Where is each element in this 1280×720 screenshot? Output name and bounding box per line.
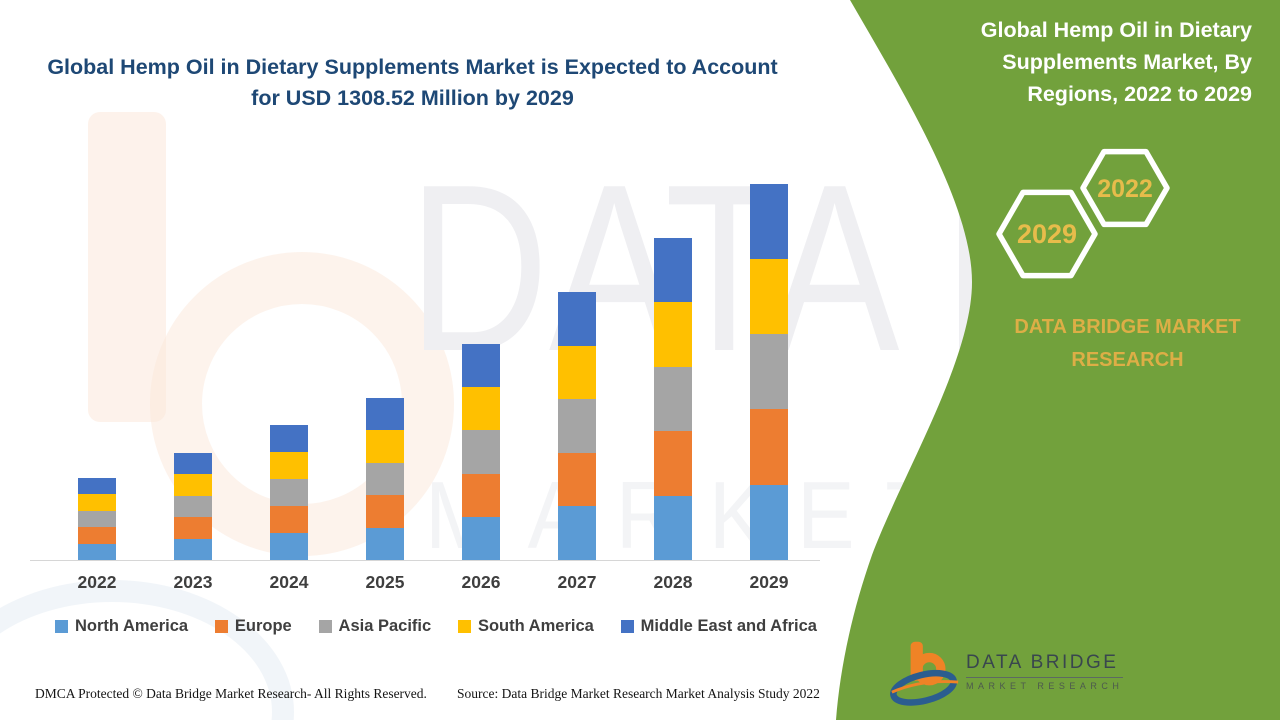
segment-middle-east-and-africa-2024 bbox=[270, 424, 308, 452]
bar-column-2029 bbox=[721, 160, 817, 560]
year-hexagons: 2029 2022 bbox=[996, 148, 1170, 279]
brand-name-gold: DATA BRIDGE MARKET RESEARCH bbox=[1014, 316, 1241, 371]
legend-swatch-icon bbox=[214, 620, 228, 633]
legend-swatch-icon bbox=[55, 620, 68, 633]
segment-asia-pacific-2025 bbox=[366, 462, 404, 496]
segment-south-america-2026 bbox=[462, 387, 500, 431]
legend-label: South America bbox=[477, 617, 594, 635]
segment-south-america-2028 bbox=[654, 302, 692, 367]
segment-middle-east-and-africa-2027 bbox=[558, 292, 596, 346]
logo-name-text: DATA BRIDGE bbox=[966, 652, 1124, 678]
page-title: Global Hemp Oil in Dietary Supplements M… bbox=[47, 55, 778, 110]
segment-south-america-2029 bbox=[750, 258, 788, 335]
segment-asia-pacific-2028 bbox=[654, 366, 692, 432]
segment-north-america-2029 bbox=[750, 484, 788, 560]
bar-column-2028 bbox=[625, 160, 721, 560]
segment-north-america-2022 bbox=[78, 543, 116, 560]
segment-europe-2028 bbox=[654, 431, 692, 496]
databridge-logo-icon bbox=[890, 641, 959, 706]
legend-label: North America bbox=[75, 617, 189, 635]
segment-south-america-2022 bbox=[78, 494, 116, 511]
segment-middle-east-and-africa-2028 bbox=[654, 238, 692, 303]
segment-north-america-2027 bbox=[558, 506, 596, 560]
dmca-notice: DMCA Protected © Data Bridge Market Rese… bbox=[35, 686, 427, 701]
x-axis-label-2027: 2027 bbox=[557, 572, 597, 592]
segment-europe-2026 bbox=[462, 473, 500, 517]
segment-europe-2029 bbox=[750, 409, 788, 485]
panel-title: Global Hemp Oil in Dietary Supplements M… bbox=[980, 18, 1252, 106]
segment-asia-pacific-2027 bbox=[558, 399, 596, 453]
segment-north-america-2026 bbox=[462, 516, 500, 560]
x-axis-label-2026: 2026 bbox=[461, 572, 501, 592]
segment-south-america-2027 bbox=[558, 345, 596, 400]
segment-asia-pacific-2029 bbox=[750, 334, 788, 410]
segment-middle-east-and-africa-2022 bbox=[78, 478, 116, 495]
x-axis-line bbox=[30, 560, 820, 561]
bar-column-2026 bbox=[433, 160, 529, 560]
databridge-logo: DATA BRIDGE MARKET RESEARCH bbox=[888, 634, 1124, 709]
legend-label: Asia Pacific bbox=[338, 617, 432, 635]
bar-column-2022 bbox=[49, 160, 145, 560]
segment-south-america-2024 bbox=[270, 451, 308, 479]
x-axis-label-2025: 2025 bbox=[365, 572, 405, 592]
segment-europe-2022 bbox=[78, 527, 116, 544]
stacked-bar-2026 bbox=[462, 344, 500, 560]
x-axis-label-2029: 2029 bbox=[749, 572, 789, 592]
hexagon-2022 bbox=[1080, 148, 1170, 228]
bar-column-2027 bbox=[529, 160, 625, 560]
logo-subtitle-text: MARKET RESEARCH bbox=[966, 681, 1124, 691]
stacked-bar-2027 bbox=[558, 292, 596, 560]
legend-item-south-america: South America bbox=[457, 617, 594, 636]
hexagon-2022-label: 2022 bbox=[1097, 175, 1153, 203]
legend-swatch-icon bbox=[620, 620, 634, 633]
hexagon-2029 bbox=[996, 189, 1098, 279]
x-axis-label-2028: 2028 bbox=[653, 572, 693, 592]
stacked-bar-2029 bbox=[750, 183, 788, 560]
source-credit: Source: Data Bridge Market Research Mark… bbox=[457, 686, 820, 701]
segment-middle-east-and-africa-2026 bbox=[462, 344, 500, 388]
segment-asia-pacific-2022 bbox=[78, 510, 116, 528]
legend-swatch-icon bbox=[318, 620, 332, 633]
legend-item-north-america: North America bbox=[55, 617, 188, 636]
segment-europe-2027 bbox=[558, 452, 596, 507]
chart-legend: North America Europe Asia Pacific South Ame… bbox=[55, 617, 817, 636]
hexagon-2029-label: 2029 bbox=[1017, 219, 1077, 249]
stacked-bar-2028 bbox=[654, 238, 692, 560]
stacked-bar-2022 bbox=[78, 478, 116, 560]
segment-north-america-2028 bbox=[654, 495, 692, 560]
segment-middle-east-and-africa-2029 bbox=[750, 183, 788, 259]
segment-south-america-2025 bbox=[366, 430, 404, 463]
legend-item-asia-pacific: Asia Pacific bbox=[318, 617, 432, 636]
segment-asia-pacific-2026 bbox=[462, 430, 500, 474]
legend-label: Middle East and Africa bbox=[640, 617, 817, 635]
segment-middle-east-and-africa-2025 bbox=[366, 398, 404, 431]
segment-asia-pacific-2024 bbox=[270, 478, 308, 506]
legend-swatch-icon bbox=[457, 620, 471, 633]
legend-item-middle-east-and-africa: Middle East and Africa bbox=[620, 617, 817, 636]
